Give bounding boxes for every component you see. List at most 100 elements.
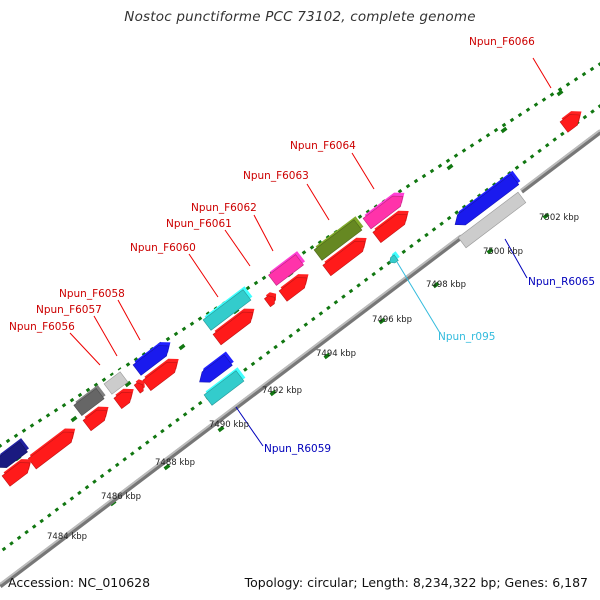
scale-label: 7486 kbp: [101, 492, 141, 502]
major-tick: [323, 352, 331, 360]
gene-block-f6057-pair[interactable]: [113, 388, 134, 410]
gene-label: Npun_F6061: [166, 218, 232, 230]
gene-block-npun-f6057[interactable]: [103, 368, 130, 395]
major-tick: [378, 317, 386, 325]
major-tick: [163, 463, 171, 471]
gene-block-left-navy[interactable]: [0, 438, 29, 468]
gene-block-npun-f6060[interactable]: [202, 286, 253, 331]
major-ticks: [14, 89, 564, 545]
callout-line-f6066: [532, 57, 552, 89]
major-tick: [446, 163, 454, 171]
major-tick: [178, 343, 186, 351]
gene-label: Npun_R6065: [528, 276, 595, 288]
genome-title: Nostoc punctiforme PCC 73102, complete g…: [124, 9, 476, 25]
gene-label: Npun_F6057: [36, 304, 102, 316]
major-tick: [217, 425, 225, 433]
gene-block-f6057-pair-body: [113, 391, 133, 410]
scale-label: 7488 kbp: [155, 458, 195, 468]
callout-line-f6060: [188, 253, 219, 298]
gene-block-f6056-pair[interactable]: [82, 406, 109, 432]
scale-label: 7500 kbp: [483, 247, 523, 257]
callout-line-r095: [396, 261, 441, 334]
gene-block-npun-f6061-body: [263, 295, 275, 308]
gene-block-npun-f6060-body: [202, 289, 252, 331]
gene-label: Npun_F6063: [243, 170, 309, 182]
callout-line-f6064: [351, 152, 375, 190]
gene-block-f6058-small[interactable]: [133, 379, 145, 394]
gene-features: [0, 111, 582, 487]
gene-block-f6064-pair[interactable]: [372, 210, 409, 244]
gene-block-npun-f6061[interactable]: [263, 292, 277, 308]
genome-summary-text: Topology: circular; Length: 8,234,322 bp…: [244, 575, 588, 590]
gene-block-r6065-pair-body: [457, 191, 527, 249]
gene-label: Npun_F6066: [469, 36, 535, 48]
callout-line-f6058: [117, 299, 141, 341]
callout-line-f6062: [253, 214, 274, 252]
callout-lines: [69, 57, 552, 447]
rna-marker-npun-r095-body: [389, 254, 399, 264]
gene-block-f6062-pair[interactable]: [278, 274, 309, 302]
gene-block-f6060-pair[interactable]: [212, 308, 255, 346]
gene-block-npun-f6062-body: [268, 254, 304, 286]
scale-label: 7498 kbp: [426, 280, 466, 290]
scale-label: 7496 kbp: [372, 315, 412, 325]
major-tick: [556, 89, 564, 97]
gene-block-f6056-pair-body: [82, 409, 108, 432]
lower-tick-row: [1, 104, 600, 552]
gene-block-left-red[interactable]: [27, 428, 76, 470]
major-tick: [70, 415, 78, 423]
gene-label: Npun_F6060: [130, 242, 196, 254]
gene-block-npun-f6058[interactable]: [132, 342, 171, 376]
gene-block-r6065-pair[interactable]: [457, 188, 528, 249]
major-tick: [486, 247, 494, 255]
gene-block-f6058-pair-body: [142, 361, 178, 392]
gene-block-f6062-pair-body: [278, 277, 308, 302]
gene-label: Npun_F6064: [290, 140, 356, 152]
gene-block-f6063-pair[interactable]: [322, 237, 367, 277]
scale-label: 7492 kbp: [262, 386, 302, 396]
gene-block-npun-f6057-body: [103, 371, 129, 395]
gene-label: Npun_F6062: [191, 202, 257, 214]
callout-line-r6059: [235, 406, 264, 447]
gene-block-npun-f6056[interactable]: [73, 384, 106, 417]
gene-label: Npun_F6058: [59, 288, 125, 300]
accession-text: Accession: NC_010628: [8, 575, 151, 590]
gene-block-npun-f6066[interactable]: [559, 111, 582, 133]
callout-line-f6056: [69, 332, 101, 366]
callout-line-f6057: [93, 315, 118, 357]
scale-label: 7484 kbp: [47, 532, 87, 542]
major-tick: [432, 281, 440, 289]
gene-block-npun-f6063-body: [313, 219, 363, 261]
gene-block-f6058-pair[interactable]: [142, 358, 179, 392]
major-tick: [124, 380, 132, 388]
gene-block-r6059-pair-body: [203, 370, 245, 406]
gene-block-npun-f6063[interactable]: [313, 216, 364, 261]
major-tick: [269, 389, 277, 397]
gene-block-left-red-body: [27, 431, 75, 470]
gene-block-npun-f6062[interactable]: [268, 251, 306, 286]
gene-label: Npun_F6056: [9, 321, 75, 333]
gene-block-f6060-pair-body: [212, 311, 254, 346]
gene-label: Npun_r095: [438, 331, 495, 343]
gene-block-r6059-pair[interactable]: [203, 367, 246, 406]
gene-block-f6063-pair-body: [322, 240, 366, 277]
gene-block-npun-r6065[interactable]: [454, 170, 521, 226]
scale-label: 7494 kbp: [316, 349, 356, 359]
callout-line-f6063: [306, 183, 330, 221]
gene-block-npun-r6059-body: [199, 354, 233, 383]
gene-labels: Npun_F6056 Npun_F6057 Npun_F6058 Npun_F6…: [9, 36, 595, 455]
gene-block-left-navy-body: [0, 441, 28, 468]
gene-block-npun-f6066-body: [559, 114, 581, 133]
gene-block-npun-r6059[interactable]: [199, 351, 234, 383]
gene-block-f6058-small-body: [133, 382, 144, 394]
gene-block-f6064-pair-body: [372, 213, 408, 244]
gene-block-left-red-2[interactable]: [1, 459, 32, 487]
gene-block-npun-r6065-body: [454, 173, 520, 226]
gene-block-npun-f6064[interactable]: [362, 192, 405, 230]
gene-block-npun-f6056-body: [73, 387, 105, 417]
major-tick: [542, 212, 550, 220]
rna-marker-npun-r095[interactable]: [389, 251, 400, 264]
gene-block-left-red-2-body: [1, 462, 31, 487]
callout-line-f6061: [224, 229, 251, 267]
